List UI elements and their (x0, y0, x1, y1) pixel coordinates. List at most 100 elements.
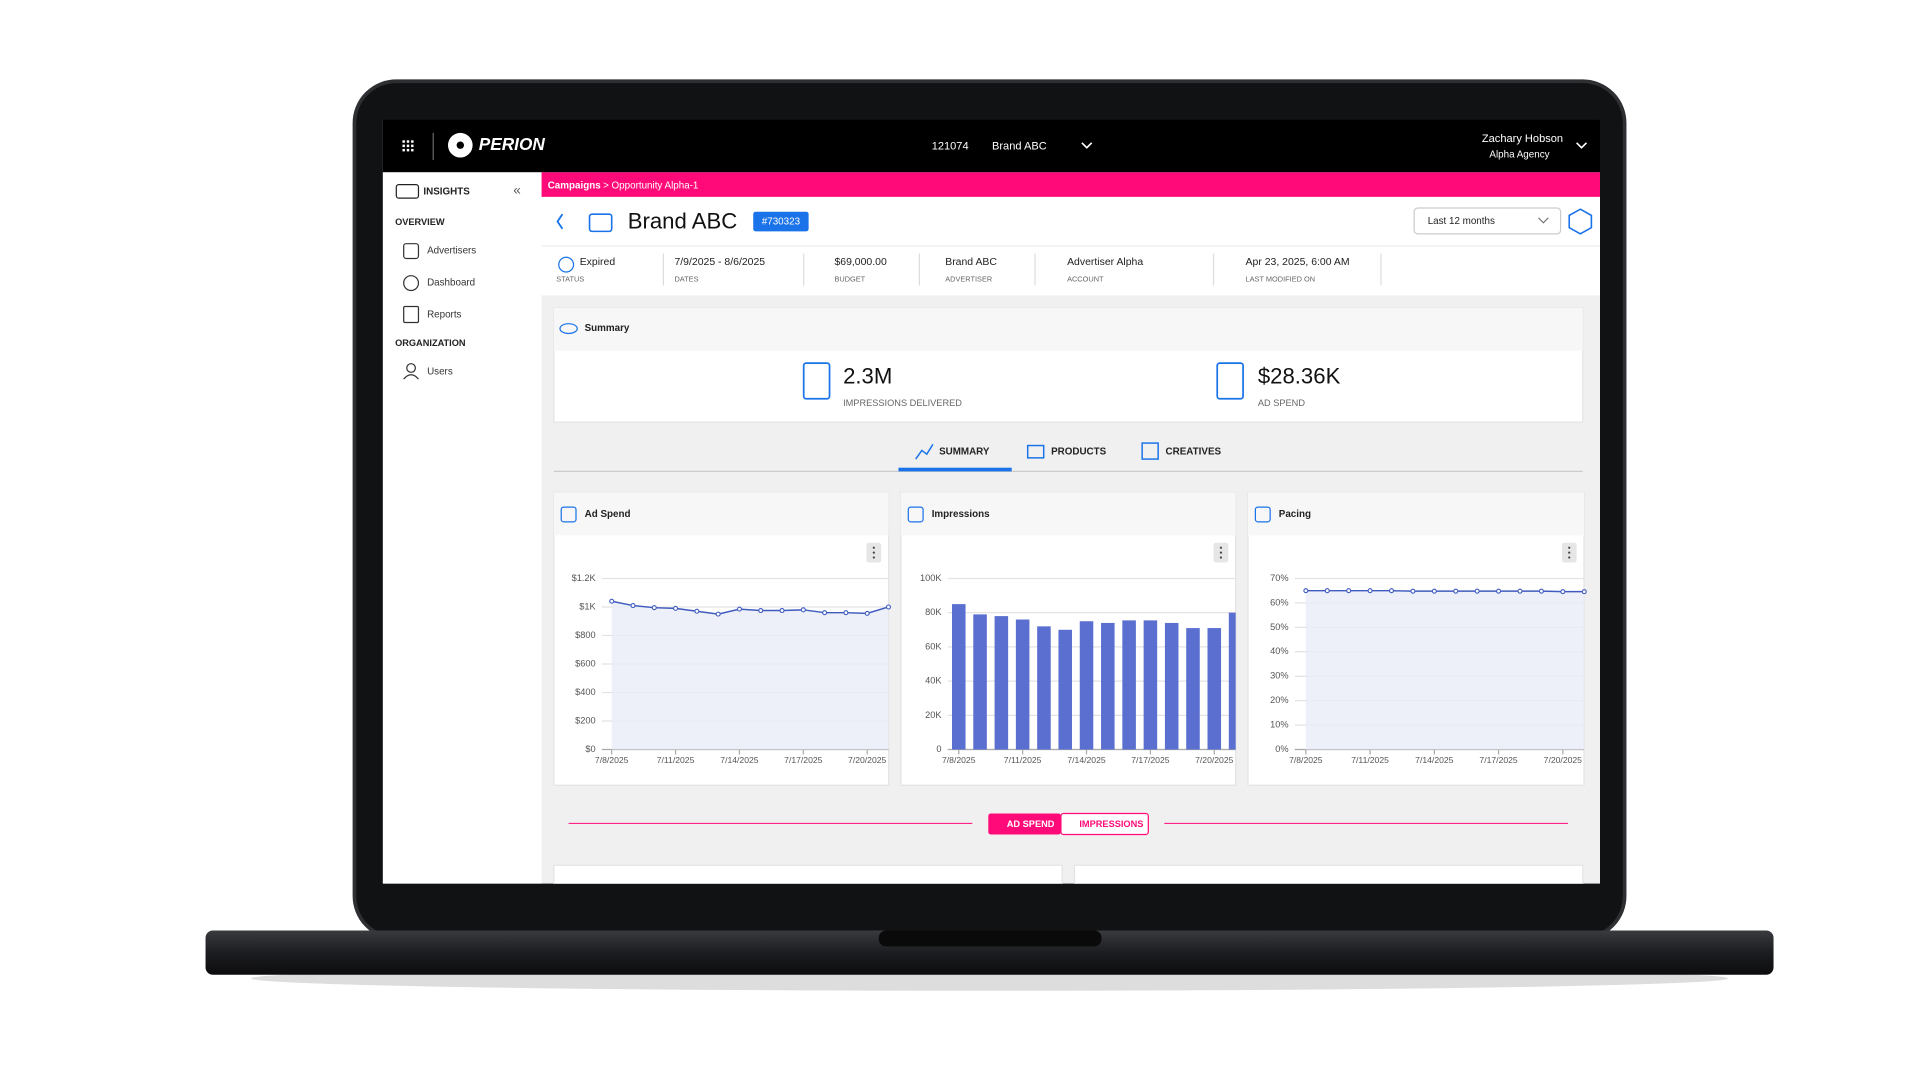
area (611, 601, 889, 750)
point (885, 604, 892, 610)
toggle-label[interactable]: AD SPEND (1007, 819, 1055, 829)
point (1410, 588, 1416, 594)
y-tick-label: 20% (1270, 695, 1288, 705)
menu-dot[interactable] (872, 551, 875, 554)
point (694, 608, 700, 614)
y-tick-label: 40% (1270, 646, 1288, 656)
point (1346, 588, 1352, 594)
field-value: 7/9/2025 - 8/6/2025 (674, 257, 765, 268)
x-tick-label: 7/20/2025 (1544, 755, 1583, 765)
x-tick-label: 7/8/2025 (1289, 755, 1323, 765)
app: PERION 121074 Brand ABC Zachary Hobson A… (382, 119, 1600, 884)
toggle-off[interactable] (1060, 812, 1149, 836)
toggle-label[interactable]: IMPRESSIONS (1079, 819, 1143, 829)
campaign-name: Brand ABC (628, 209, 738, 234)
icon (1141, 442, 1159, 460)
nav-item[interactable]: Advertisers (427, 246, 476, 257)
date-range[interactable]: Last 12 months (1428, 216, 1495, 227)
point (1431, 588, 1437, 594)
point (1453, 588, 1459, 594)
menu-dot[interactable] (1219, 556, 1223, 559)
chart-card: Impressions 0 20K 40K 60K 80K 100K 7/8/2025 7/11… (900, 491, 1237, 786)
point (1560, 589, 1566, 595)
point (1367, 588, 1373, 594)
back[interactable] (556, 213, 564, 230)
y-tick-label: 10% (1270, 720, 1288, 730)
point (864, 610, 870, 616)
icon (588, 213, 613, 233)
menu-dot[interactable] (1568, 556, 1571, 559)
badge (753, 211, 809, 232)
menu-dot[interactable] (872, 556, 875, 559)
icon (1026, 444, 1045, 459)
menu-dot[interactable] (1219, 551, 1223, 554)
icon (559, 323, 578, 335)
tab-indicator (898, 467, 1012, 472)
bar (1101, 622, 1115, 750)
brand-select[interactable]: Brand ABC (992, 140, 1047, 152)
notch (878, 930, 1102, 947)
point (843, 610, 849, 616)
stat-label: IMPRESSIONS DELIVERED (843, 398, 962, 408)
menu-dot[interactable] (872, 546, 875, 549)
y-tick-label: $200 (575, 715, 596, 725)
y-tick-label: 50% (1270, 622, 1288, 632)
x-tick-label: 7/20/2025 (848, 755, 887, 765)
nav-item[interactable]: Reports (427, 310, 461, 321)
tab[interactable]: CREATIVES (1166, 446, 1222, 457)
breadcrumb-link[interactable]: Campaigns (548, 180, 602, 191)
point (1581, 589, 1587, 595)
point (1517, 588, 1523, 594)
bar (1228, 612, 1236, 750)
menu-dot[interactable] (1568, 551, 1571, 554)
bar (1122, 620, 1136, 750)
y-tick-label: $400 (575, 687, 596, 697)
menu-dot[interactable] (1568, 546, 1571, 549)
collapse[interactable]: « (513, 182, 521, 197)
y-tick-label: $0 (585, 744, 595, 754)
field-label: DATES (674, 274, 698, 283)
y-tick-label: 20K (925, 710, 942, 720)
y-tick-label: 30% (1270, 671, 1288, 681)
stat-value: 2.3M (843, 364, 892, 389)
tab[interactable]: PRODUCTS (1051, 446, 1107, 457)
bar (1058, 629, 1072, 750)
bar (973, 614, 987, 750)
y-tick-label: 60% (1270, 597, 1288, 607)
user-name[interactable]: Zachary Hobson (1482, 133, 1563, 145)
y-tick-label: $800 (575, 630, 596, 640)
bar (994, 616, 1009, 750)
chart-card: Ad Spend $0 $200 $400 $600 $800 $1K $1.2K 7/8/20… (553, 491, 892, 786)
bar (1207, 628, 1222, 750)
chevron (1538, 217, 1549, 224)
point (1303, 588, 1309, 594)
nav-item[interactable]: Dashboard (427, 278, 475, 289)
date-select[interactable] (1413, 207, 1562, 235)
section-heading: ORGANIZATION (395, 338, 466, 348)
card-header (1247, 492, 1584, 536)
apps-icon[interactable] (402, 140, 414, 152)
icon (907, 506, 924, 523)
nav-item[interactable]: Users (427, 366, 453, 377)
tab[interactable]: SUMMARY (939, 446, 990, 457)
x-tick-label: 7/17/2025 (1131, 755, 1170, 765)
field-label: STATUS (556, 274, 584, 283)
field-value: Expired (580, 257, 616, 268)
point (651, 605, 657, 611)
x-tick-label: 7/17/2025 (1479, 755, 1518, 765)
point (822, 610, 828, 616)
chevron[interactable] (1576, 142, 1588, 149)
toggle-on[interactable] (988, 813, 1061, 835)
chevron[interactable] (1081, 142, 1093, 149)
x-tick-label: 7/14/2025 (720, 755, 759, 765)
sidebar (382, 172, 542, 884)
y-tick-label: 0 (936, 744, 941, 754)
settings-icon[interactable] (1568, 208, 1593, 235)
icon (915, 443, 934, 460)
icon (1254, 506, 1271, 523)
icon (560, 506, 577, 523)
menu-dot[interactable] (1219, 546, 1223, 549)
y-tick-label: 80K (925, 607, 942, 617)
card (553, 864, 1063, 884)
